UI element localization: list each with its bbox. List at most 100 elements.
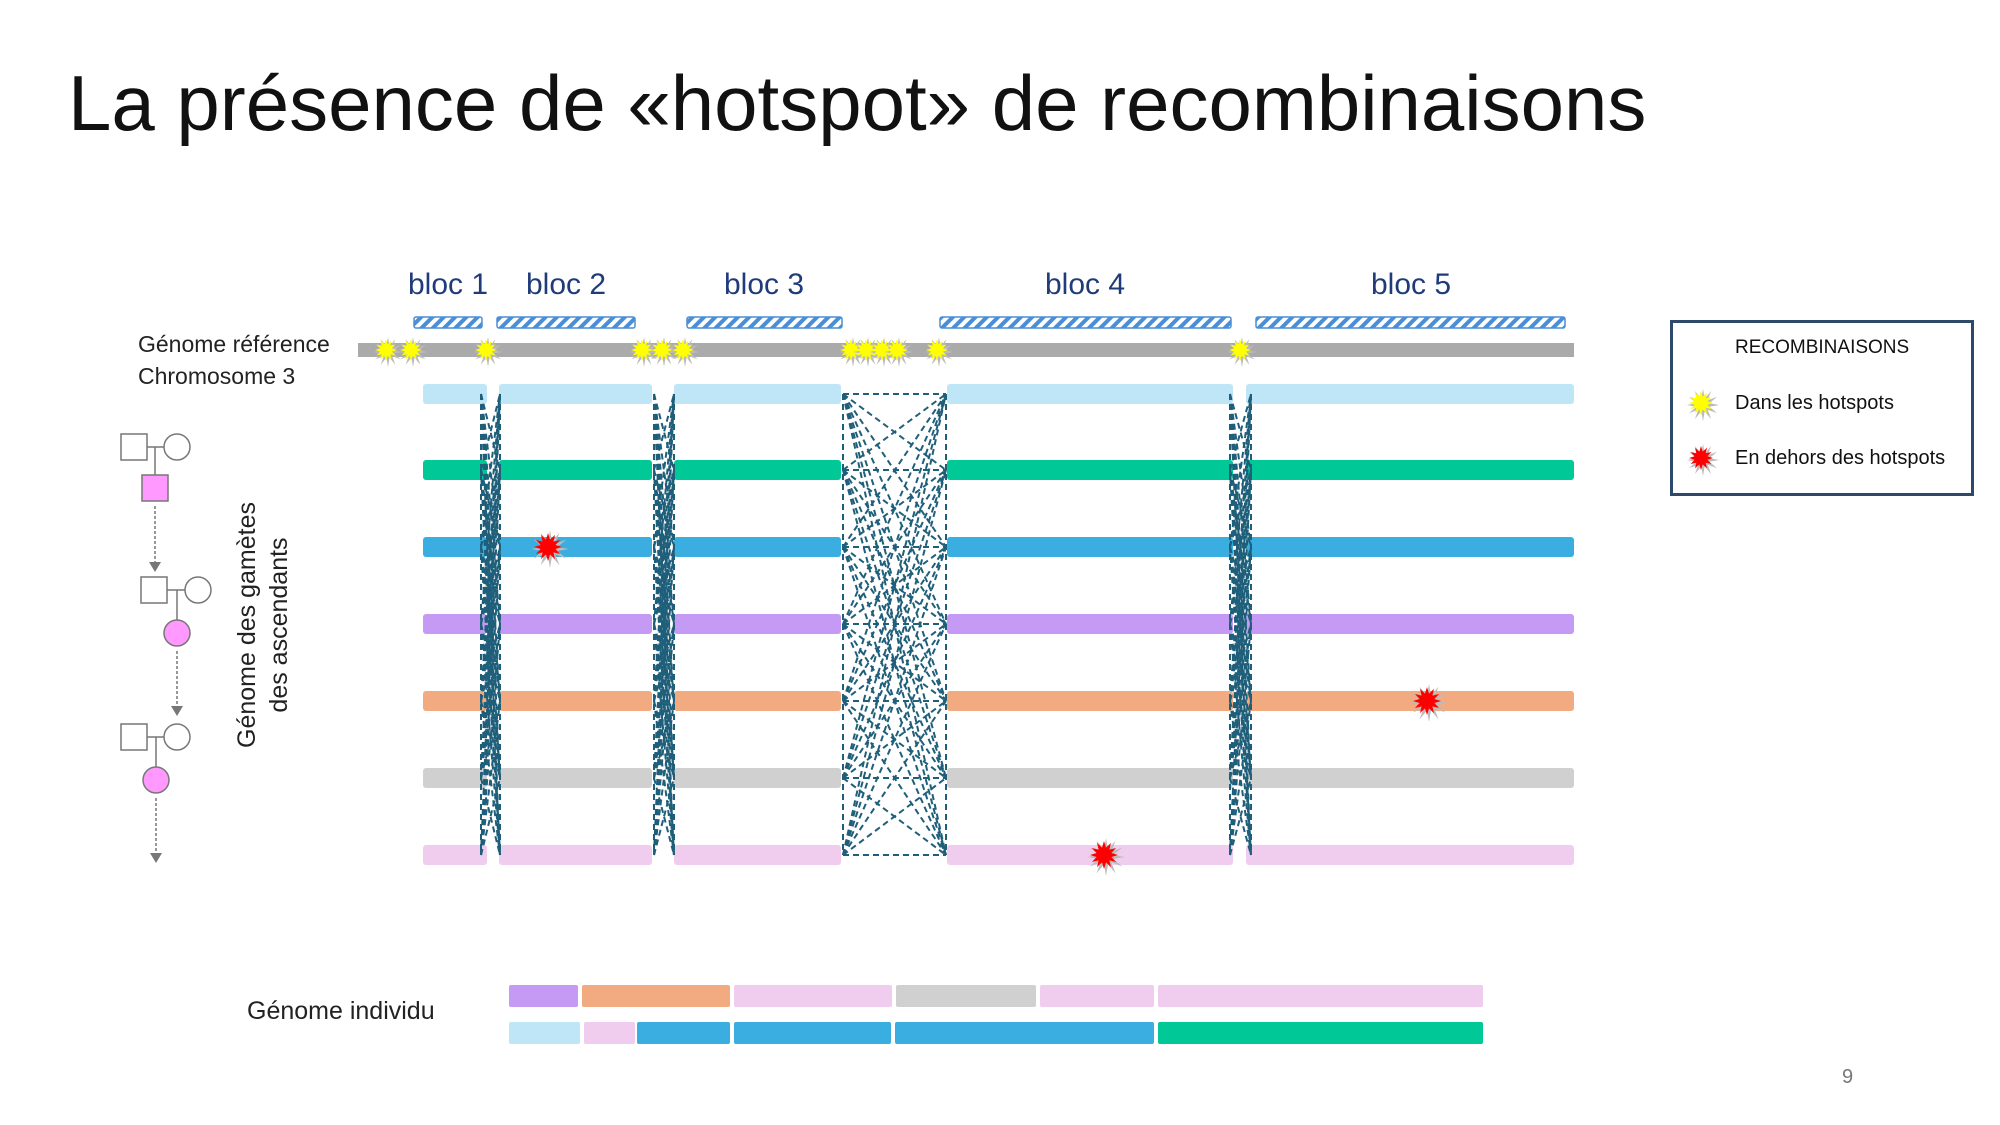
yellow-star-icon xyxy=(398,337,428,367)
crossover-line xyxy=(653,700,675,779)
crossover-line xyxy=(1229,700,1252,779)
crossover-line xyxy=(842,777,947,856)
yellow-star-icon xyxy=(473,337,503,367)
crossover-line xyxy=(653,393,675,548)
gamete-segment xyxy=(499,384,652,404)
crossover-line xyxy=(480,546,501,625)
gamete-segment xyxy=(1246,845,1574,865)
gamete-segment xyxy=(1246,691,1574,711)
pedigree-generation-3 xyxy=(120,723,191,863)
crossover-line xyxy=(1229,546,1252,702)
female-parent-icon xyxy=(163,723,191,751)
gamete-segment xyxy=(423,460,487,480)
crossover-line xyxy=(653,777,675,856)
gamete-segment xyxy=(1246,384,1574,404)
male-parent-icon xyxy=(140,576,168,604)
gamete-segment xyxy=(499,614,652,634)
crossover-line xyxy=(653,546,675,625)
crossover-line xyxy=(653,393,675,702)
crossover-line xyxy=(1229,469,1252,548)
gamete-segment xyxy=(674,460,841,480)
crossover-line xyxy=(480,393,501,625)
bloc-bar-5 xyxy=(1255,316,1566,329)
crossover-line xyxy=(1229,700,1252,856)
individual-segment-strand1 xyxy=(1040,985,1154,1007)
yellow-star-icon xyxy=(924,337,954,367)
crossover-line xyxy=(480,546,501,856)
male-parent-icon xyxy=(120,723,148,751)
gamete-segment xyxy=(947,460,1233,480)
legend-inside-hotspots: Dans les hotspots xyxy=(1735,392,1894,414)
star-shape xyxy=(855,339,877,361)
crossover-line xyxy=(1229,623,1252,702)
crossover-hotspot-3 xyxy=(842,393,947,856)
gamete-segment xyxy=(947,384,1233,404)
individual-segment-strand2 xyxy=(637,1022,730,1044)
bloc-label-3: bloc 3 xyxy=(723,268,805,301)
individual-genome-label: Génome individu xyxy=(247,997,435,1025)
yellow-star-icon xyxy=(373,337,403,367)
vertical-label-line1: Génome des gamètes xyxy=(233,502,261,748)
crossover-line xyxy=(653,469,675,548)
gamete-segment xyxy=(674,768,841,788)
crossover-line xyxy=(653,546,675,702)
affected-female-icon xyxy=(142,766,170,794)
crossover-line xyxy=(480,623,501,702)
star-shape xyxy=(1229,339,1251,361)
crossover-line xyxy=(480,777,501,856)
page-number: 9 xyxy=(1842,1066,1854,1088)
crossover-line xyxy=(842,469,947,779)
crossover-line xyxy=(842,393,947,625)
gamete-segment xyxy=(499,537,652,557)
crossover-line xyxy=(842,469,947,856)
crossover-line xyxy=(653,546,675,625)
bloc-label-5: bloc 5 xyxy=(1370,268,1452,301)
gamete-segment xyxy=(1246,537,1574,557)
arrow-down-icon xyxy=(149,562,161,572)
crossover-line xyxy=(480,393,501,702)
crossover-line xyxy=(480,700,501,856)
crossover-line xyxy=(480,469,501,548)
crossover-line xyxy=(480,393,501,548)
arrow-down-icon xyxy=(150,853,162,863)
star-shape xyxy=(871,339,893,361)
slide-title: La présence de «hotspot» de recombinaiso… xyxy=(68,59,1647,147)
bloc-bar-3 xyxy=(686,316,843,329)
crossover-line xyxy=(1229,623,1252,856)
crossover-line xyxy=(480,623,501,779)
crossover-line xyxy=(480,469,501,548)
gamete-segment xyxy=(499,460,652,480)
star-shape xyxy=(1689,391,1713,415)
bloc-label-4: bloc 4 xyxy=(1044,268,1126,301)
gamete-segment xyxy=(1246,768,1574,788)
crossover-line xyxy=(1229,546,1252,625)
gamete-segment xyxy=(423,614,487,634)
star-shape xyxy=(1090,841,1118,869)
gamete-segment xyxy=(423,845,487,865)
crossover-line xyxy=(842,546,947,625)
gamete-segment xyxy=(674,384,841,404)
crossover-line xyxy=(653,700,675,856)
red-star-icon xyxy=(1686,443,1720,477)
star-shape xyxy=(840,339,862,361)
crossover-line xyxy=(842,393,947,779)
individual-segment-strand2 xyxy=(895,1022,1154,1044)
crossover-line xyxy=(653,623,675,856)
crossover-line xyxy=(480,393,501,856)
gamete-segment xyxy=(674,845,841,865)
yellow-star-icon xyxy=(670,337,700,367)
crossover-line xyxy=(842,700,947,856)
reference-chromosome-bar xyxy=(358,343,1574,357)
crossover-line xyxy=(653,393,675,548)
crossover-line xyxy=(1229,393,1252,471)
arrow-down-icon xyxy=(171,706,183,716)
crossover-line xyxy=(653,623,675,779)
crossover-hotspot-1 xyxy=(480,393,501,856)
crossover-line xyxy=(842,393,947,856)
bloc-label-1: bloc 1 xyxy=(407,268,489,301)
gamete-segment xyxy=(1246,614,1574,634)
gamete-segment xyxy=(423,691,487,711)
individual-segment-strand1 xyxy=(582,985,730,1007)
crossover-line xyxy=(842,393,947,702)
crossover-line xyxy=(480,393,501,471)
